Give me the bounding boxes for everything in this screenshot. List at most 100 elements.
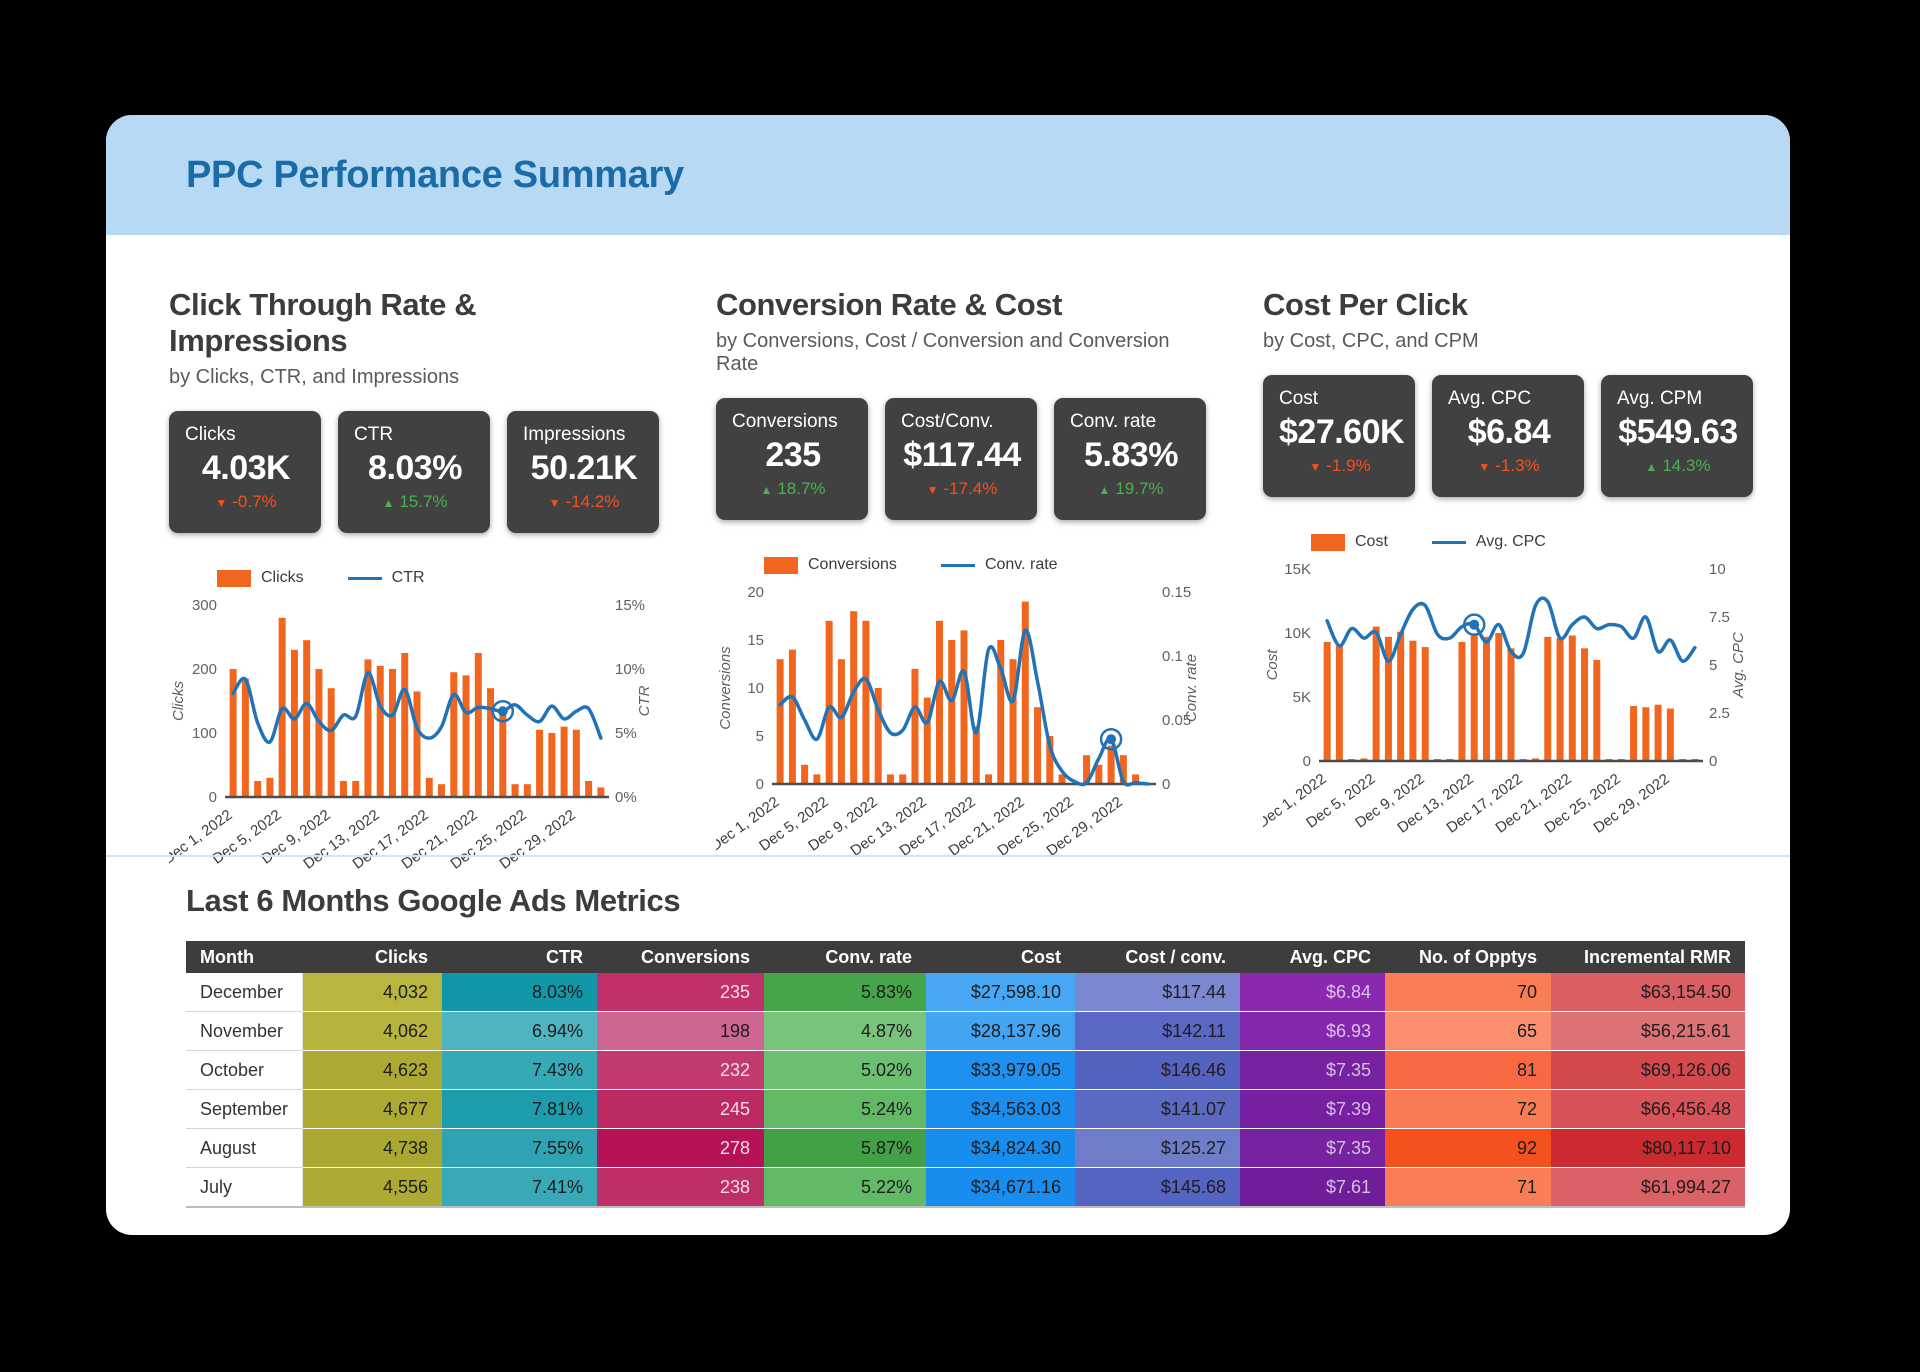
svg-text:200: 200 bbox=[192, 661, 217, 678]
metric-cell: $34,671.16 bbox=[926, 1167, 1075, 1208]
svg-text:10: 10 bbox=[747, 680, 764, 697]
metric-cell: 5.87% bbox=[764, 1128, 926, 1168]
svg-text:10%: 10% bbox=[615, 661, 645, 678]
table-row: September 4,677 7.81% 245 5.24% $34,563.03 $14… bbox=[186, 1089, 1745, 1129]
metric-cell: 7.81% bbox=[442, 1089, 597, 1129]
metric-cell: 71 bbox=[1385, 1167, 1551, 1208]
metric-cell: $141.07 bbox=[1075, 1089, 1240, 1129]
kpi-value: 4.03K bbox=[201, 449, 291, 487]
legend-label: Conversions bbox=[808, 556, 897, 573]
svg-text:0.15: 0.15 bbox=[1162, 584, 1191, 601]
metric-cell: $117.44 bbox=[1075, 973, 1240, 1012]
metric-cell: 92 bbox=[1385, 1128, 1551, 1168]
kpi-change: ▲ 14.3% bbox=[1617, 456, 1739, 476]
column-header-conversions[interactable]: Conversions bbox=[597, 941, 764, 973]
bar-swatch-icon bbox=[1311, 533, 1345, 551]
section-cost-per-click: Cost Per Click by Cost, CPC, and CPM Cos… bbox=[1263, 235, 1753, 883]
column-header-month[interactable]: Month bbox=[186, 941, 302, 973]
svg-text:5: 5 bbox=[1709, 657, 1717, 674]
column-header-cost[interactable]: Cost bbox=[926, 941, 1075, 973]
svg-text:20: 20 bbox=[747, 584, 764, 601]
metric-cell: 70 bbox=[1385, 973, 1551, 1012]
kpi-card-avg-cpm: Avg. CPM $549.63 ▲ 14.3% bbox=[1601, 375, 1753, 497]
kpi-value: $6.84 bbox=[1467, 413, 1551, 451]
section-ctr-impressions: Click Through Rate & Impressions by Clic… bbox=[169, 235, 659, 883]
kpi-card-impressions: Impressions 50.21K ▼ -14.2% bbox=[507, 411, 659, 533]
metric-cell: $125.27 bbox=[1075, 1128, 1240, 1168]
metric-cell: $34,563.03 bbox=[926, 1089, 1075, 1129]
table-header-row: Month Clicks CTR Conversions Conv. rate Cost C… bbox=[186, 941, 1745, 973]
column-header-cost-conv-[interactable]: Cost / conv. bbox=[1075, 941, 1240, 973]
svg-text:0: 0 bbox=[1303, 753, 1311, 770]
change-arrow-icon: ▲ bbox=[382, 496, 395, 510]
metric-cell: $80,117.10 bbox=[1551, 1128, 1745, 1168]
kpi-change-value: 15.7% bbox=[399, 492, 448, 511]
svg-text:Clicks: Clicks bbox=[170, 681, 187, 721]
metric-cell: 245 bbox=[597, 1089, 764, 1129]
metric-cell: 81 bbox=[1385, 1050, 1551, 1090]
svg-text:5K: 5K bbox=[1293, 689, 1311, 706]
month-cell: December bbox=[186, 973, 303, 1012]
metric-cell: 7.41% bbox=[442, 1167, 597, 1208]
svg-text:5%: 5% bbox=[615, 725, 637, 742]
metric-cell: 4,677 bbox=[302, 1089, 442, 1129]
column-header-avg-cpc[interactable]: Avg. CPC bbox=[1240, 941, 1385, 973]
kpi-label: CTR bbox=[354, 424, 394, 445]
metrics-table: Month Clicks CTR Conversions Conv. rate Cost C… bbox=[186, 941, 1745, 1208]
svg-text:0: 0 bbox=[756, 776, 764, 793]
section-divider bbox=[106, 855, 1790, 857]
metric-cell: $56,215.61 bbox=[1551, 1011, 1745, 1051]
kpi-row: Clicks 4.03K ▼ -0.7% CTR 8.03% ▲ 15.7% Imp… bbox=[169, 411, 659, 533]
svg-text:Cost: Cost bbox=[1264, 649, 1281, 681]
metric-cell: 4,623 bbox=[302, 1050, 442, 1090]
change-arrow-icon: ▲ bbox=[1645, 460, 1658, 474]
svg-text:0: 0 bbox=[1709, 753, 1717, 770]
legend-label: CTR bbox=[391, 569, 425, 586]
line-swatch-icon bbox=[347, 576, 382, 580]
change-arrow-icon: ▲ bbox=[1098, 483, 1111, 497]
metric-cell: 4,032 bbox=[302, 973, 442, 1012]
svg-text:5: 5 bbox=[756, 728, 764, 745]
kpi-card-conversions: Conversions 235 ▲ 18.7% bbox=[716, 398, 868, 520]
change-arrow-icon: ▼ bbox=[1478, 460, 1491, 474]
month-cell: July bbox=[186, 1167, 303, 1208]
metric-cell: 7.43% bbox=[442, 1050, 597, 1090]
section-title: Cost Per Click bbox=[1263, 287, 1468, 322]
metric-cell: $63,154.50 bbox=[1551, 973, 1745, 1012]
charts-row: Click Through Rate & Impressions by Clic… bbox=[169, 235, 1753, 883]
column-header-no-of-opptys[interactable]: No. of Opptys bbox=[1385, 941, 1551, 973]
month-cell: October bbox=[186, 1050, 303, 1090]
column-header-conv-rate[interactable]: Conv. rate bbox=[764, 941, 926, 973]
kpi-value: 5.83% bbox=[1084, 436, 1178, 474]
legend-item-line: Avg. CPC bbox=[1431, 533, 1546, 551]
metric-cell: 278 bbox=[597, 1128, 764, 1168]
metric-cell: 4,738 bbox=[302, 1128, 442, 1168]
metric-cell: $145.68 bbox=[1075, 1167, 1240, 1208]
bar-swatch-icon bbox=[217, 569, 251, 587]
table-row: July 4,556 7.41% 238 5.22% $34,671.16 $145.68 $… bbox=[186, 1167, 1745, 1208]
change-arrow-icon: ▼ bbox=[215, 496, 228, 510]
svg-text:15: 15 bbox=[747, 632, 764, 649]
change-arrow-icon: ▲ bbox=[760, 483, 773, 497]
metric-cell: $146.46 bbox=[1075, 1050, 1240, 1090]
kpi-label: Avg. CPC bbox=[1448, 388, 1532, 409]
column-header-clicks[interactable]: Clicks bbox=[302, 941, 442, 973]
combo-chart-conversions-rate[interactable]: 0 5 10 15 20 0 0.05 0.1 0.15 Conversions Conv. rat… bbox=[716, 580, 1206, 870]
kpi-change-value: -1.3% bbox=[1495, 456, 1540, 475]
kpi-change: ▲ 18.7% bbox=[732, 479, 854, 499]
column-header-ctr[interactable]: CTR bbox=[442, 941, 597, 973]
metric-cell: $6.93 bbox=[1240, 1011, 1385, 1051]
legend-label: Cost bbox=[1355, 533, 1388, 550]
kpi-label: Avg. CPM bbox=[1617, 388, 1703, 409]
kpi-label: Impressions bbox=[523, 424, 626, 445]
kpi-value: $27.60K bbox=[1279, 413, 1405, 451]
kpi-value: $117.44 bbox=[903, 436, 1021, 474]
kpi-change: ▼ -0.7% bbox=[185, 492, 307, 512]
column-header-incremental-rmr[interactable]: Incremental RMR bbox=[1551, 941, 1745, 973]
line-swatch-icon bbox=[940, 563, 975, 567]
metric-cell: $28,137.96 bbox=[926, 1011, 1075, 1051]
kpi-value: 8.03% bbox=[368, 449, 462, 487]
svg-text:0%: 0% bbox=[615, 789, 637, 806]
